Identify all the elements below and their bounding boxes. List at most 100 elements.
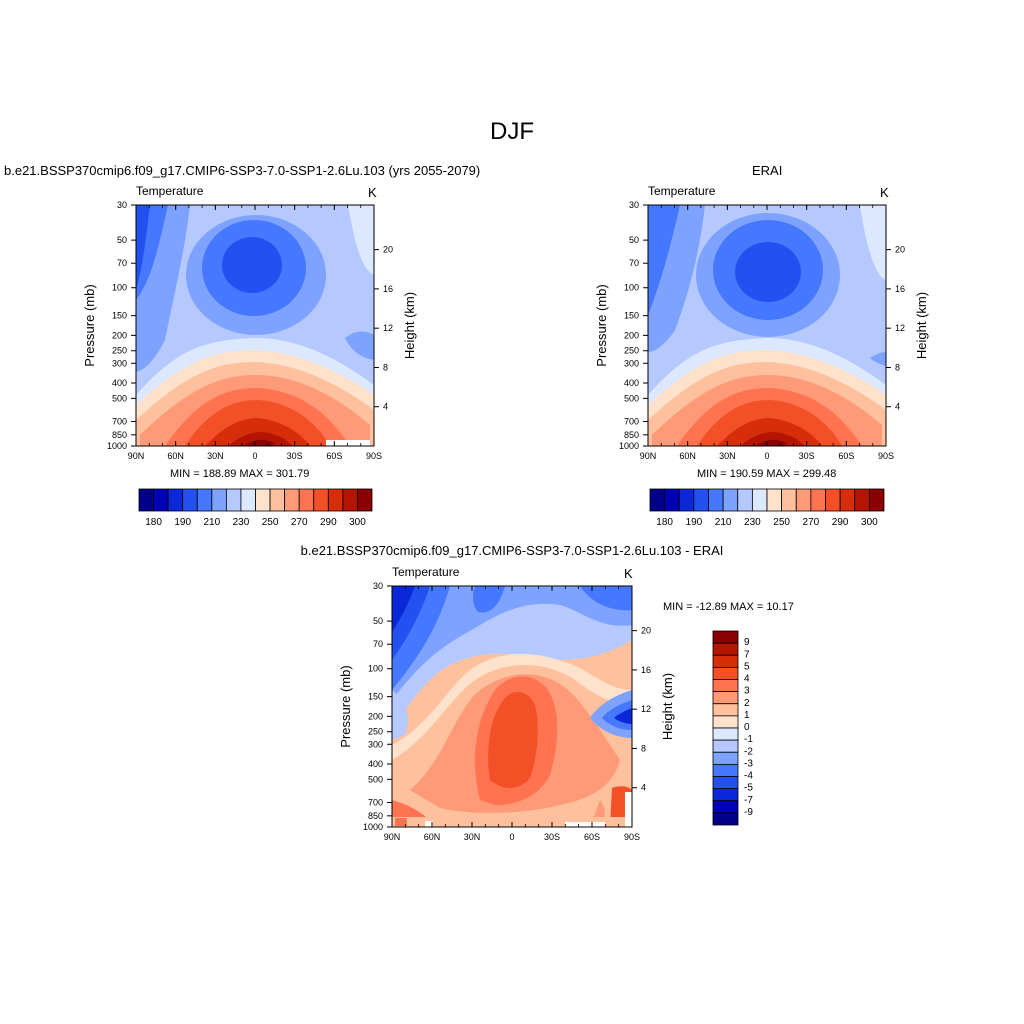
colorbar-swatch <box>298 488 315 512</box>
x-tick-label: 30N <box>719 451 736 461</box>
colorbar-swatch <box>825 488 841 512</box>
y-tick-label: 850 <box>112 430 127 440</box>
y-tick-label: 30 <box>373 581 383 591</box>
colorbar-swatch <box>284 488 300 512</box>
y-tick-label: 300 <box>112 358 127 368</box>
diff-units: K <box>624 566 633 581</box>
colorbar-label: -2 <box>744 746 753 757</box>
colorbar-label: 230 <box>233 517 250 528</box>
y-axis-label: Pressure (mb) <box>338 665 353 747</box>
colorbar-swatch <box>708 488 724 512</box>
obs-minmax: MIN = 190.59 MAX = 299.48 <box>697 468 837 480</box>
colorbar-swatch <box>255 488 271 512</box>
colorbar-swatch <box>712 654 739 668</box>
colorbar-swatch <box>240 488 256 512</box>
y2-axis-label: Height (km) <box>660 673 675 740</box>
y-tick-label: 100 <box>368 664 383 674</box>
obs-case-title: ERAI <box>752 163 783 178</box>
y-tick-label: 250 <box>624 346 639 356</box>
y-tick-label: 700 <box>624 416 639 426</box>
model-units: K <box>368 185 377 200</box>
colorbar-label: -4 <box>744 771 753 782</box>
colorbar-label: -5 <box>744 783 753 794</box>
colorbar-swatch <box>678 488 695 512</box>
colorbar-swatch <box>712 666 739 680</box>
model-case-title: b.e21.BSSP370cmip6.f09_g17.CMIP6-SSP3-7.… <box>4 163 481 178</box>
y-tick-label: 850 <box>368 811 383 821</box>
colorbar-swatch <box>766 488 783 512</box>
y-tick-label: 100 <box>112 283 127 293</box>
y2-tick-label: 4 <box>641 783 646 793</box>
colorbar-swatch <box>712 630 739 644</box>
colorbar-swatch <box>182 488 198 512</box>
y-tick-label: 500 <box>368 774 383 784</box>
colorbar-swatch <box>712 691 739 705</box>
colorbar-label: 1 <box>744 710 750 721</box>
colorbar-label: 2 <box>744 698 750 709</box>
y2-tick-label: 8 <box>895 362 900 372</box>
y-tick-label: 100 <box>624 283 639 293</box>
x-tick-label: 30N <box>464 832 481 842</box>
colorbar-swatch <box>712 800 739 814</box>
obs-units: K <box>880 185 889 200</box>
obs-plot-title: Temperature <box>648 184 716 198</box>
x-tick-label: 30N <box>207 451 224 461</box>
colorbar-swatch <box>327 488 344 512</box>
colorbar-swatch <box>751 488 768 512</box>
y2-tick-label: 8 <box>641 743 646 753</box>
diff-heatmap-field <box>392 586 632 827</box>
x-tick-label: 90S <box>878 451 894 461</box>
y-tick-label: 70 <box>373 639 383 649</box>
colorbar-label: 300 <box>349 517 366 528</box>
colorbar-label: 0 <box>744 722 750 733</box>
colorbar-swatch <box>664 488 680 512</box>
colorbar-swatch <box>712 788 739 802</box>
x-tick-label: 90S <box>624 832 640 842</box>
x-tick-label: 0 <box>509 832 514 842</box>
colorbar-swatch <box>225 488 242 512</box>
x-tick-label: 60N <box>167 451 184 461</box>
y-tick-label: 30 <box>629 200 639 210</box>
colorbar-swatch <box>722 488 739 512</box>
x-tick-label: 90S <box>366 451 382 461</box>
y-tick-label: 1000 <box>619 441 639 451</box>
colorbar-label: -9 <box>744 807 753 818</box>
colorbar-swatch <box>854 488 870 512</box>
colorbar-swatch <box>795 488 812 512</box>
y-tick-label: 700 <box>112 416 127 426</box>
y-tick-label: 1000 <box>107 441 127 451</box>
y-tick-label: 150 <box>624 311 639 321</box>
colorbar-label: 9 <box>744 637 750 648</box>
colorbar-swatch <box>737 488 753 512</box>
y2-tick-label: 16 <box>641 665 651 675</box>
colorbar-label: 250 <box>773 517 790 528</box>
x-tick-label: 60S <box>326 451 342 461</box>
colorbar-swatch <box>712 703 739 717</box>
colorbar-swatch <box>839 488 856 512</box>
colorbar-label: 250 <box>262 517 279 528</box>
y-tick-label: 400 <box>624 378 639 388</box>
colorbar-swatch <box>167 488 184 512</box>
y2-tick-label: 12 <box>895 323 905 333</box>
colorbar-swatch <box>693 488 709 512</box>
colorbar-swatch <box>313 488 329 512</box>
colorbar-label: 180 <box>145 517 162 528</box>
y-tick-label: 700 <box>368 797 383 807</box>
colorbar-label: 270 <box>803 517 820 528</box>
x-tick-label: 30S <box>287 451 303 461</box>
model-plot-title: Temperature <box>136 184 204 198</box>
y-tick-label: 850 <box>624 430 639 440</box>
colorbar-swatch <box>138 488 154 512</box>
x-tick-label: 60S <box>584 832 600 842</box>
y-tick-label: 400 <box>368 759 383 769</box>
y2-tick-label: 16 <box>383 284 393 294</box>
colorbar-swatch <box>357 488 373 512</box>
y2-tick-label: 4 <box>383 402 388 412</box>
x-tick-label: 90N <box>640 451 657 461</box>
colorbar-swatch <box>712 679 739 693</box>
y2-axis-label: Height (km) <box>402 292 417 359</box>
diff-case-title: b.e21.BSSP370cmip6.f09_g17.CMIP6-SSP3-7.… <box>300 543 724 558</box>
colorbar-label: 230 <box>744 517 761 528</box>
colorbar-label: 210 <box>715 517 732 528</box>
y-tick-label: 200 <box>368 711 383 721</box>
